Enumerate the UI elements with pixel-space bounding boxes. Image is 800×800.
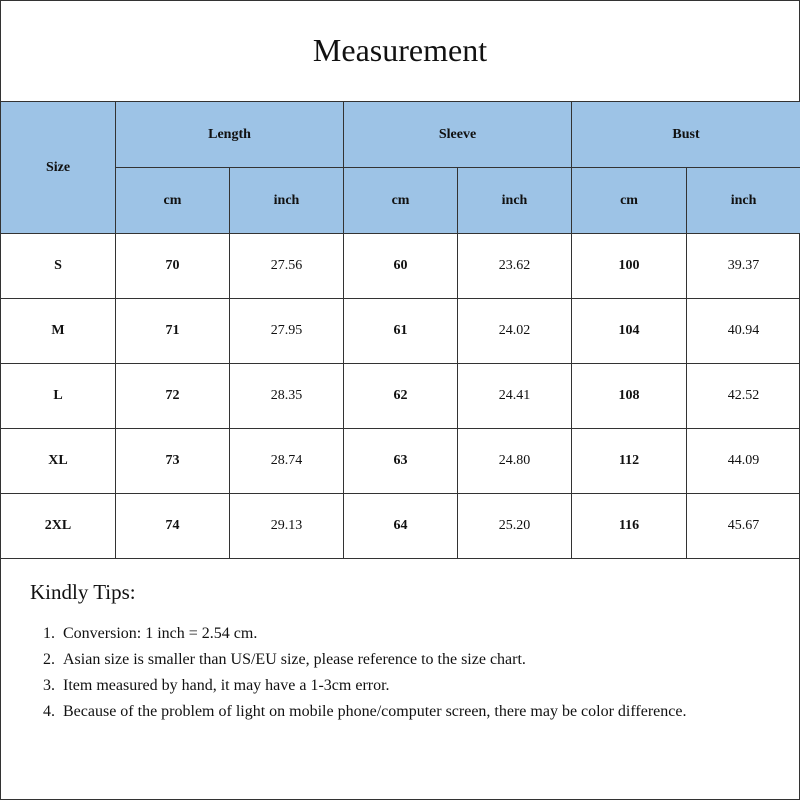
size-chart-table: Size Length Sleeve Bust cm inch cm inch … xyxy=(0,101,800,559)
size-cell: 2XL xyxy=(0,493,116,559)
unit-header: inch xyxy=(228,167,345,234)
value-cell: 28.35 xyxy=(228,363,345,429)
value-cell: 27.56 xyxy=(228,233,345,299)
value-cell: 24.02 xyxy=(457,298,573,364)
group-header-length: Length xyxy=(114,101,345,168)
value-cell: 25.20 xyxy=(457,493,573,559)
value-cell: 42.52 xyxy=(686,363,800,429)
size-header: Size xyxy=(0,101,116,234)
size-cell: M xyxy=(0,298,116,364)
value-cell: 29.13 xyxy=(228,493,345,559)
value-cell: 104 xyxy=(571,298,688,364)
value-cell: 72 xyxy=(115,363,230,429)
table-row: XL 73 28.74 63 24.80 112 44.09 xyxy=(0,428,800,494)
table-row: 2XL 74 29.13 64 25.20 116 45.67 xyxy=(0,493,800,559)
value-cell: 71 xyxy=(115,298,230,364)
value-cell: 60 xyxy=(343,233,459,299)
table-row: L 72 28.35 62 24.41 108 42.52 xyxy=(0,363,800,429)
value-cell: 39.37 xyxy=(686,233,800,299)
value-cell: 24.80 xyxy=(457,428,573,494)
group-header-bust: Bust xyxy=(571,101,800,168)
tip-item: Conversion: 1 inch = 2.54 cm. xyxy=(59,621,790,647)
value-cell: 44.09 xyxy=(686,428,800,494)
size-cell: L xyxy=(0,363,116,429)
unit-header: inch xyxy=(457,167,573,234)
table-row: S 70 27.56 60 23.62 100 39.37 xyxy=(0,233,800,299)
value-cell: 64 xyxy=(343,493,459,559)
tip-item: Because of the problem of light on mobil… xyxy=(59,699,790,725)
value-cell: 23.62 xyxy=(457,233,573,299)
tip-item: Item measured by hand, it may have a 1-3… xyxy=(59,673,790,699)
page-title: Measurement xyxy=(312,32,488,68)
value-cell: 24.41 xyxy=(457,363,573,429)
value-cell: 73 xyxy=(115,428,230,494)
value-cell: 108 xyxy=(571,363,688,429)
value-cell: 28.74 xyxy=(228,428,345,494)
tips-title: Kindly Tips: xyxy=(30,580,136,604)
size-cell: XL xyxy=(0,428,116,494)
value-cell: 74 xyxy=(115,493,230,559)
header-row-groups: Size Length Sleeve Bust xyxy=(0,101,800,234)
value-cell: 100 xyxy=(571,233,688,299)
kindly-tips: Kindly Tips: Conversion: 1 inch = 2.54 c… xyxy=(30,580,790,725)
value-cell: 27.95 xyxy=(228,298,345,364)
unit-header: inch xyxy=(686,167,800,234)
value-cell: 62 xyxy=(343,363,459,429)
group-header-sleeve: Sleeve xyxy=(343,101,573,168)
value-cell: 45.67 xyxy=(686,493,800,559)
size-cell: S xyxy=(0,233,116,299)
value-cell: 116 xyxy=(571,493,688,559)
value-cell: 63 xyxy=(343,428,459,494)
value-cell: 61 xyxy=(343,298,459,364)
value-cell: 40.94 xyxy=(686,298,800,364)
unit-header: cm xyxy=(343,167,459,234)
table-row: M 71 27.95 61 24.02 104 40.94 xyxy=(0,298,800,364)
unit-header: cm xyxy=(115,167,230,234)
tips-list: Conversion: 1 inch = 2.54 cm. Asian size… xyxy=(30,621,790,725)
header-row-units: cm inch cm inch cm inch xyxy=(1,167,800,234)
unit-header: cm xyxy=(571,167,688,234)
value-cell: 112 xyxy=(571,428,688,494)
value-cell: 70 xyxy=(115,233,230,299)
tip-item: Asian size is smaller than US/EU size, p… xyxy=(59,647,790,673)
